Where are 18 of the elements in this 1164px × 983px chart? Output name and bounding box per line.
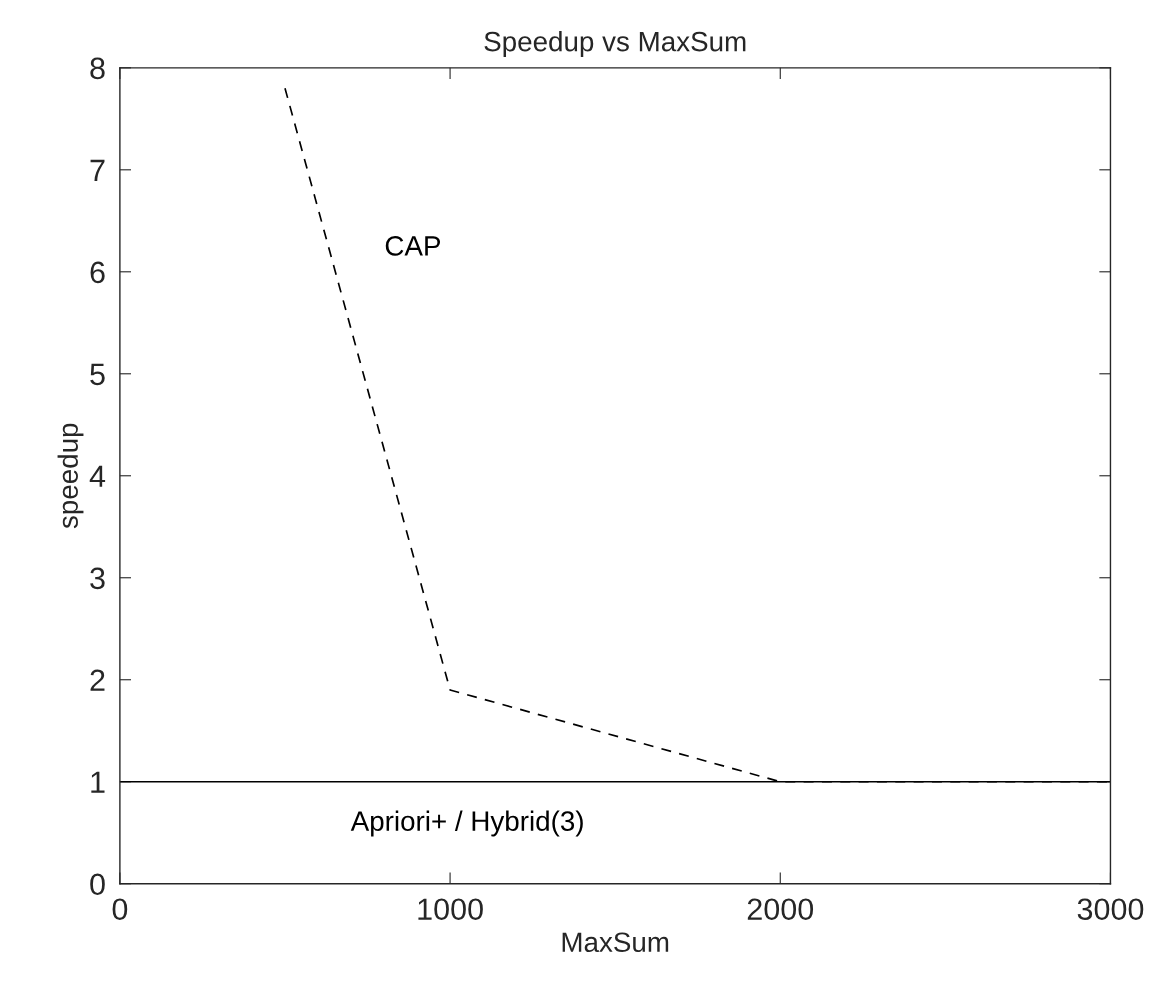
x-tick-label: 0 xyxy=(112,898,128,921)
x-tick-label: 2000 xyxy=(747,898,814,921)
y-tick-label: 4 xyxy=(89,465,106,487)
y-tick-label: 0 xyxy=(90,873,105,896)
y-tick-label: 5 xyxy=(90,363,105,386)
x-tick-label: 1000 xyxy=(418,898,483,921)
series-label: Apriori+ / Hybrid(3) xyxy=(350,810,583,837)
y-tick-label: 7 xyxy=(90,159,105,181)
y-tick-label: 6 xyxy=(90,261,105,284)
y-tick-label: 3 xyxy=(90,567,105,590)
y-axis-title: speedup xyxy=(57,423,84,529)
chart-title: Speedup vs MaxSum xyxy=(484,31,746,57)
x-tick-label: 3000 xyxy=(1077,898,1144,921)
y-tick-label: 8 xyxy=(90,57,105,80)
y-tick-label: 2 xyxy=(90,669,105,691)
y-tick-label: 1 xyxy=(91,771,105,793)
series-label: CAP xyxy=(385,236,441,256)
x-axis-title: MaxSum xyxy=(562,932,669,953)
